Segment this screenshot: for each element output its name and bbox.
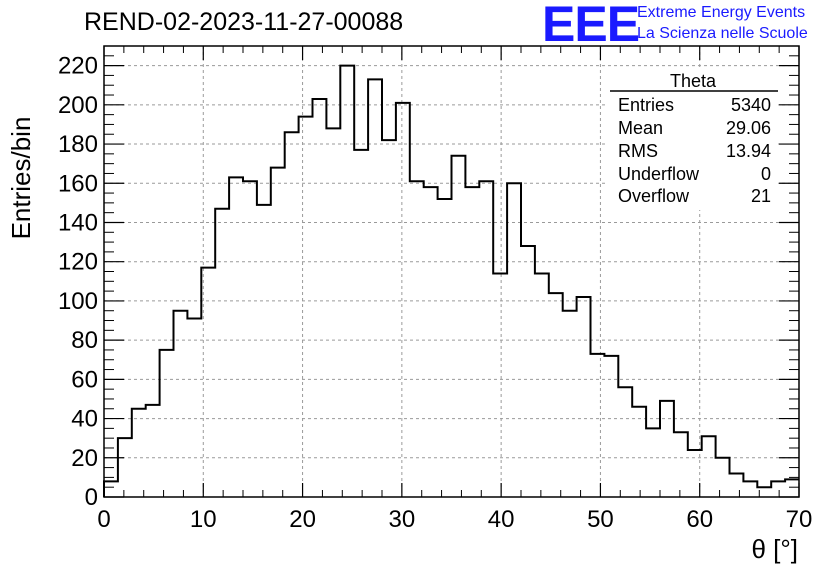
stats-value-mean: 29.06 <box>726 118 771 138</box>
y-tick-label: 120 <box>58 249 98 276</box>
stats-label-underflow: Underflow <box>618 164 700 184</box>
x-tick-label: 60 <box>686 506 713 533</box>
stats-value-overflow: 21 <box>751 186 771 206</box>
x-tick-label: 70 <box>786 506 813 533</box>
grid-lines <box>104 46 799 497</box>
y-tick-label: 0 <box>85 484 98 511</box>
x-tick-label: 40 <box>488 506 515 533</box>
x-tick-label: 30 <box>389 506 416 533</box>
y-tick-label: 200 <box>58 92 98 119</box>
y-tick-label: 100 <box>58 288 98 315</box>
y-tick-label: 160 <box>58 170 98 197</box>
y-tick-label: 80 <box>71 327 98 354</box>
x-tick-label: 0 <box>97 506 110 533</box>
y-tick-label: 140 <box>58 209 98 236</box>
stats-label-overflow: Overflow <box>618 186 690 206</box>
y-tick-label: 40 <box>71 406 98 433</box>
stats-box-background <box>608 70 778 210</box>
x-tick-label: 10 <box>190 506 217 533</box>
logo-line-2: La Scienza nelle Scuole <box>637 25 808 42</box>
y-tick-label: 220 <box>58 53 98 80</box>
y-tick-label: 180 <box>58 131 98 158</box>
eee-logo: EEE <box>542 0 640 52</box>
stats-label-mean: Mean <box>618 118 663 138</box>
stats-label-rms: RMS <box>618 141 658 161</box>
logo-line-1: Extreme Energy Events <box>637 4 806 21</box>
chart-title: REND-02-2023-11-27-00088 <box>84 8 404 36</box>
stats-title: Theta <box>670 71 717 91</box>
plot-frame <box>103 45 800 498</box>
stats-value-underflow: 0 <box>761 164 771 184</box>
x-tick-label: 20 <box>289 506 316 533</box>
y-tick-label: 60 <box>71 366 98 393</box>
stats-box: Theta Entries 5340 Mean 29.06 RMS 13.94 … <box>608 70 778 210</box>
tick-labels: 0 10 20 30 40 50 60 70 0 20 40 60 80 100 120 140 160 180 2… <box>58 53 812 533</box>
x-axis-label: θ [°] <box>751 534 798 564</box>
stats-label-entries: Entries <box>618 95 674 115</box>
stats-value-rms: 13.94 <box>726 141 771 161</box>
y-tick-label: 20 <box>71 445 98 472</box>
stats-value-entries: 5340 <box>731 95 771 115</box>
x-tick-label: 50 <box>587 506 614 533</box>
histogram-outline <box>103 64 799 497</box>
y-axis-label: Entries/bin <box>6 117 36 240</box>
